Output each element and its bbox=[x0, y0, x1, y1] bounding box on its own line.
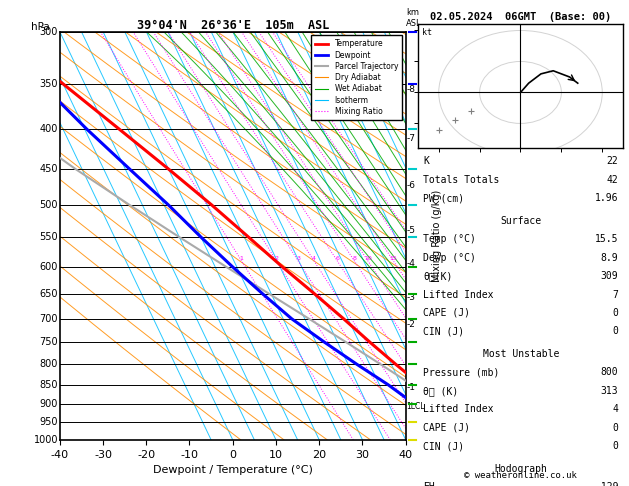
Text: 2: 2 bbox=[274, 256, 279, 261]
Text: 800: 800 bbox=[40, 359, 58, 369]
Text: 15.5: 15.5 bbox=[595, 234, 618, 244]
Text: 650: 650 bbox=[40, 289, 58, 299]
Text: -7: -7 bbox=[406, 134, 415, 143]
Text: -1: -1 bbox=[406, 383, 415, 392]
Text: Dewp (°C): Dewp (°C) bbox=[423, 253, 476, 262]
Text: CIN (J): CIN (J) bbox=[423, 441, 464, 451]
Text: Hodograph: Hodograph bbox=[494, 464, 547, 473]
Text: -4: -4 bbox=[406, 260, 415, 268]
Text: 1000: 1000 bbox=[33, 435, 58, 445]
Text: Mixing Ratio (g/kg): Mixing Ratio (g/kg) bbox=[432, 190, 442, 282]
Text: -5: -5 bbox=[406, 226, 415, 235]
Text: -6: -6 bbox=[406, 181, 415, 190]
Legend: Temperature, Dewpoint, Parcel Trajectory, Dry Adiabat, Wet Adiabat, Isotherm, Mi: Temperature, Dewpoint, Parcel Trajectory… bbox=[311, 35, 402, 120]
Text: 950: 950 bbox=[40, 417, 58, 428]
Text: CAPE (J): CAPE (J) bbox=[423, 308, 470, 318]
Text: 300: 300 bbox=[40, 27, 58, 36]
Text: K: K bbox=[423, 156, 429, 166]
Text: 500: 500 bbox=[40, 200, 58, 210]
Text: 8.9: 8.9 bbox=[601, 253, 618, 262]
Text: 350: 350 bbox=[40, 79, 58, 89]
Text: 750: 750 bbox=[40, 337, 58, 347]
Text: CIN (J): CIN (J) bbox=[423, 327, 464, 336]
Text: 1LCL: 1LCL bbox=[406, 402, 425, 411]
Text: θᴛ(K): θᴛ(K) bbox=[423, 271, 453, 281]
Text: Most Unstable: Most Unstable bbox=[482, 349, 559, 359]
Text: © weatheronline.co.uk: © weatheronline.co.uk bbox=[464, 471, 577, 480]
Text: EH: EH bbox=[423, 482, 435, 486]
Text: 3: 3 bbox=[296, 256, 300, 261]
Text: 4: 4 bbox=[312, 256, 316, 261]
Text: -8: -8 bbox=[406, 85, 415, 94]
Text: Totals Totals: Totals Totals bbox=[423, 175, 499, 185]
Text: Surface: Surface bbox=[500, 216, 542, 226]
Text: 02.05.2024  06GMT  (Base: 00): 02.05.2024 06GMT (Base: 00) bbox=[430, 12, 611, 22]
Text: -3: -3 bbox=[406, 293, 415, 302]
Text: Pressure (mb): Pressure (mb) bbox=[423, 367, 499, 377]
Text: 0: 0 bbox=[613, 423, 618, 433]
X-axis label: Dewpoint / Temperature (°C): Dewpoint / Temperature (°C) bbox=[153, 465, 313, 475]
Text: 313: 313 bbox=[601, 386, 618, 396]
Text: -129: -129 bbox=[595, 482, 618, 486]
Text: 450: 450 bbox=[40, 164, 58, 174]
Text: 4: 4 bbox=[613, 404, 618, 414]
Text: 15: 15 bbox=[389, 256, 398, 261]
Text: hPa: hPa bbox=[31, 21, 50, 32]
Text: PW (cm): PW (cm) bbox=[423, 193, 464, 203]
Text: 700: 700 bbox=[40, 314, 58, 324]
Text: 550: 550 bbox=[40, 232, 58, 242]
Text: 22: 22 bbox=[606, 156, 618, 166]
Text: 309: 309 bbox=[601, 271, 618, 281]
Text: 800: 800 bbox=[601, 367, 618, 377]
Text: 8: 8 bbox=[352, 256, 356, 261]
Text: 0: 0 bbox=[613, 327, 618, 336]
Text: Temp (°C): Temp (°C) bbox=[423, 234, 476, 244]
Text: -2: -2 bbox=[406, 320, 415, 329]
Text: 850: 850 bbox=[40, 380, 58, 390]
Text: 900: 900 bbox=[40, 399, 58, 409]
Text: Lifted Index: Lifted Index bbox=[423, 404, 494, 414]
Text: 6: 6 bbox=[335, 256, 339, 261]
Text: 7: 7 bbox=[613, 290, 618, 299]
Text: km
ASL: km ASL bbox=[406, 8, 422, 28]
Text: 42: 42 bbox=[606, 175, 618, 185]
Text: 1.96: 1.96 bbox=[595, 193, 618, 203]
Text: 10: 10 bbox=[364, 256, 372, 261]
Title: 39°04'N  26°36'E  105m  ASL: 39°04'N 26°36'E 105m ASL bbox=[136, 18, 329, 32]
Text: 600: 600 bbox=[40, 261, 58, 272]
Text: 0: 0 bbox=[613, 441, 618, 451]
Text: Lifted Index: Lifted Index bbox=[423, 290, 494, 299]
Text: 1: 1 bbox=[240, 256, 243, 261]
Text: kt: kt bbox=[423, 28, 432, 37]
Text: 0: 0 bbox=[613, 308, 618, 318]
Text: θᴛ (K): θᴛ (K) bbox=[423, 386, 459, 396]
Text: CAPE (J): CAPE (J) bbox=[423, 423, 470, 433]
Text: 400: 400 bbox=[40, 124, 58, 134]
